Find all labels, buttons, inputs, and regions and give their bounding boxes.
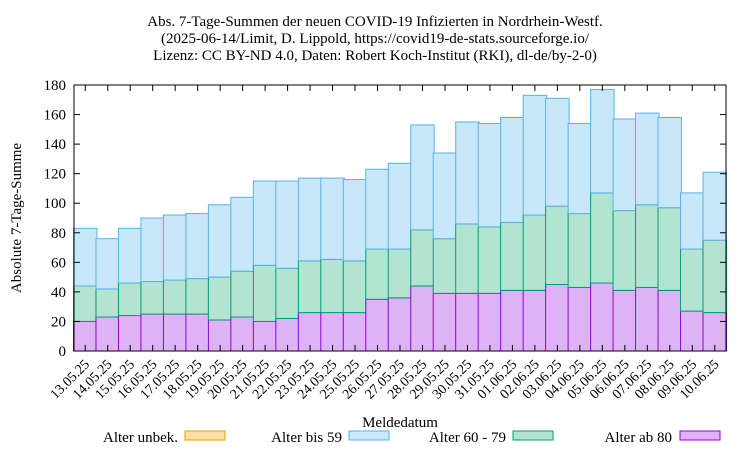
- chart-title-line-1: Abs. 7-Tage-Summen der neuen COVID-19 In…: [147, 14, 603, 30]
- y-axis: 0 20 40 60 80 100 120 140 160 180: [44, 78, 726, 360]
- bar-segment: [275, 180, 300, 269]
- bar-segment: [185, 278, 210, 315]
- bar-segment: [140, 281, 165, 315]
- bar-segment: [410, 229, 435, 287]
- bar-segment: [342, 179, 368, 262]
- bar-segment: [387, 297, 413, 352]
- bar-segment: [635, 204, 660, 288]
- bar-segment: [432, 238, 458, 294]
- bar-segment: [455, 223, 480, 294]
- bar-segment: [185, 213, 210, 280]
- bar-segment: [162, 279, 188, 315]
- y-tick-label: 0: [59, 344, 67, 360]
- bar-segment: [72, 227, 98, 287]
- bar-segment: [545, 284, 570, 352]
- bar-segment: [500, 289, 525, 352]
- bar-segment: [365, 248, 390, 300]
- bar-segment: [455, 292, 480, 352]
- y-tick-label: 60: [51, 255, 66, 271]
- bar-segment: [365, 168, 390, 250]
- legend-swatch: [348, 430, 390, 441]
- bar-segment: [545, 97, 570, 207]
- chart-title-line-3: Lizenz: CC BY-ND 4.0, Daten: Robert Koch…: [153, 48, 597, 64]
- bar-segment: [432, 292, 458, 352]
- bar-segment: [342, 260, 368, 314]
- y-tick-label: 20: [51, 314, 66, 330]
- legend-label: Alter 60 - 79: [429, 430, 506, 446]
- bar-segment: [297, 260, 323, 314]
- bar-segment: [657, 117, 683, 209]
- legend-swatch: [184, 430, 226, 441]
- bar-segment: [567, 213, 593, 288]
- bar-segment: [680, 192, 705, 250]
- bar-segment: [95, 288, 120, 318]
- bar-segment: [612, 118, 638, 212]
- bar-segment: [500, 221, 525, 291]
- legend-swatch: [679, 430, 721, 441]
- y-tick-label: 120: [44, 167, 67, 183]
- bar-segment: [320, 177, 345, 260]
- bar-segment: [522, 214, 548, 291]
- legend-label: Alter ab 80: [605, 430, 672, 446]
- bar-segment: [657, 207, 683, 291]
- bar-segment: [680, 248, 705, 312]
- bar-segment: [365, 298, 390, 352]
- bar-segment: [590, 88, 615, 194]
- bar-segment: [567, 122, 593, 215]
- bar-segment: [702, 239, 728, 314]
- bar-segment: [477, 292, 503, 352]
- bar-segment: [117, 227, 143, 284]
- bar-segment: [162, 214, 188, 281]
- y-axis-label: Absolute 7-Tage-Summe: [9, 143, 25, 294]
- bar-segment: [387, 248, 413, 299]
- bar-segment: [230, 270, 255, 318]
- bar-segment: [275, 267, 300, 319]
- bar-segment: [320, 258, 345, 314]
- bar-segment: [500, 117, 525, 223]
- bar-segment: [95, 238, 120, 290]
- bar-segment: [612, 210, 638, 291]
- bar-segment: [252, 264, 278, 322]
- bar-segment: [140, 217, 165, 283]
- y-tick-label: 40: [51, 285, 66, 301]
- legend-label: Alter bis 59: [271, 430, 342, 446]
- bar-segment: [590, 192, 615, 284]
- bar-segment: [635, 286, 660, 352]
- legend-swatch: [512, 430, 554, 441]
- bar-segment: [410, 285, 435, 352]
- legend: Alter unbek. Alter bis 59 Alter 60 - 79 Alt…: [103, 430, 721, 446]
- y-tick-label: 100: [44, 196, 67, 212]
- bar-segment: [477, 226, 503, 294]
- y-tick-label: 180: [44, 78, 67, 94]
- bar-segment: [230, 196, 255, 272]
- bar-segment: [522, 289, 548, 352]
- bar-segment: [657, 289, 683, 352]
- bar-segment: [612, 289, 638, 352]
- bar-segment: [590, 282, 615, 352]
- bar-segment: [567, 286, 593, 352]
- bar-segment: [207, 204, 233, 278]
- bar-segment: [410, 124, 435, 231]
- bar-segment: [207, 276, 233, 321]
- bar-layer: [72, 88, 728, 352]
- bar-segment: [545, 205, 570, 285]
- bar-segment: [635, 112, 660, 206]
- y-tick-label: 80: [51, 226, 66, 242]
- legend-label: Alter unbek.: [103, 430, 178, 446]
- bar-segment: [477, 122, 503, 228]
- bar-segment: [455, 121, 480, 225]
- bar-segment: [297, 177, 323, 262]
- chart-title-line-2: (2025-06-14/Limit, D. Lippold, https://c…: [161, 31, 589, 47]
- bar-segment: [522, 94, 548, 216]
- bar-segment: [252, 180, 278, 266]
- y-tick-label: 140: [44, 137, 67, 153]
- bar-segment: [702, 171, 728, 241]
- bar-segment: [117, 282, 143, 317]
- bar-segment: [387, 162, 413, 250]
- x-axis-label: Meldedatum: [362, 415, 438, 431]
- y-tick-label: 160: [44, 108, 67, 124]
- bar-segment: [432, 152, 458, 240]
- bar-segment: [72, 285, 98, 322]
